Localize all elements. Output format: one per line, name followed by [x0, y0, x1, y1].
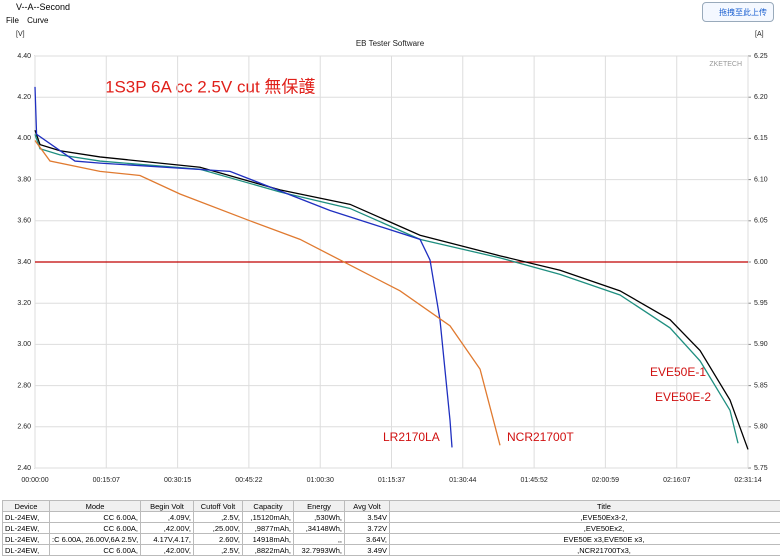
y2-tick-label: 5.75: [754, 465, 768, 472]
chart-title: EB Tester Software: [356, 39, 425, 48]
table-cell: 4.17V,4.17,: [140, 533, 194, 545]
table-cell: 3.64V,: [344, 533, 390, 545]
series-line: [34, 86, 453, 448]
series-label: EVE50E-2: [655, 390, 711, 404]
y2-tick-label: 6.25: [754, 53, 768, 60]
table-row[interactable]: DL-24EW, CC 6.00A, ,42.00V, ,25.00V, ,9877mA…: [2, 522, 780, 534]
y2-tick-label: 6.00: [754, 259, 768, 266]
table-row[interactable]: DL-24EW, CC 6.00A, ,4.09V, ,2.5V, ,15120mAh,…: [2, 511, 780, 523]
table-cell: 32.7993Wh,: [293, 544, 345, 556]
window-title: V--A--Second: [16, 2, 71, 12]
table-cell: DL-24EW,: [2, 533, 50, 545]
table-cell: ,2.5V,: [193, 544, 243, 556]
x-tick-label: 01:30:44: [449, 477, 476, 484]
y-tick-label: 4.20: [17, 94, 31, 101]
x-tick-label: 00:45:22: [235, 477, 262, 484]
table-cell: ,42.00V,: [140, 522, 194, 534]
y-tick-label: 2.80: [17, 382, 31, 389]
y-tick-label: 4.40: [17, 53, 31, 60]
chart: EB Tester Software 1S3P 6A cc 2.5V cut 無…: [16, 31, 768, 484]
table-cell: ,8822mAh,: [242, 544, 294, 556]
x-tick-label: 02:31:14: [734, 477, 761, 484]
y-tick-label: 2.40: [17, 465, 31, 472]
table-cell: 14918mAh,: [242, 533, 294, 545]
table-cell: ,NCR21700Tx3,: [389, 544, 780, 556]
x-tick-label: 00:30:15: [164, 477, 191, 484]
table-row[interactable]: DL-24EW, CC 6.00A, ,42.00V, ,2.5V, ,8822mAh,…: [2, 544, 780, 556]
annotation: 1S3P 6A cc 2.5V cut 無保護: [105, 77, 315, 96]
y2-tick-label: 6.10: [754, 176, 768, 183]
y2-tick-label: 5.95: [754, 300, 768, 307]
series-label: NCR21700T: [507, 430, 574, 444]
table-cell: ,,: [293, 533, 345, 545]
column-header: Energy: [293, 500, 345, 512]
y2-tick-label: 6.20: [754, 94, 768, 101]
table-cell: DL-24EW,: [2, 511, 50, 523]
series-label: LR2170LA: [383, 430, 440, 444]
table-cell: ,EVE50Ex2,: [389, 522, 780, 534]
y2-tick-label: 5.85: [754, 382, 768, 389]
x-tick-label: 02:16:07: [663, 477, 690, 484]
table-row[interactable]: DL-24EW,:C 6.00A, 26.00V,6A 2.5V, 4.17V,4…: [2, 533, 780, 545]
y-tick-label: 4.00: [17, 135, 31, 142]
column-header: Avg Volt: [344, 500, 390, 512]
x-tick-label: 00:15:07: [93, 477, 120, 484]
table-cell: DL-24EW,: [2, 522, 50, 534]
upload-button[interactable]: 拖拽至此上传: [702, 2, 774, 22]
table-cell: 2.60V,: [193, 533, 243, 545]
table-cell: CC 6.00A,: [49, 511, 141, 523]
x-tick-label: 00:00:00: [21, 477, 48, 484]
table-cell: 3.72V: [344, 522, 390, 534]
result-table: Device Mode Begin Volt Cutoff Volt Capacity E…: [2, 500, 780, 556]
y2-axis-label: [A]: [755, 31, 764, 38]
column-header: Capacity: [242, 500, 294, 512]
table-cell: ,25.00V,: [193, 522, 243, 534]
y2-tick-label: 6.15: [754, 135, 768, 142]
y2-tick-label: 5.80: [754, 424, 768, 431]
menu-item[interactable]: File: [6, 16, 19, 25]
y2-tick-label: 6.05: [754, 218, 768, 225]
column-header: Title: [389, 500, 780, 512]
table-cell: ,42.00V,: [140, 544, 194, 556]
table-cell: ,9877mAh,: [242, 522, 294, 534]
table-cell: ,530Wh,: [293, 511, 345, 523]
y-tick-label: 2.60: [17, 424, 31, 431]
x-tick-label: 02:00:59: [592, 477, 619, 484]
table-cell: ,2.5V,: [193, 511, 243, 523]
column-header: Device: [2, 500, 50, 512]
column-header: Begin Volt: [140, 500, 194, 512]
y-tick-label: 3.00: [17, 341, 31, 348]
table-cell: ,4.09V,: [140, 511, 194, 523]
series-line: [34, 140, 501, 446]
table-cell: DL-24EW,: [2, 544, 50, 556]
y-axis-label: [V]: [16, 31, 25, 38]
x-tick-label: 01:45:52: [520, 477, 547, 484]
x-tick-label: 01:15:37: [378, 477, 405, 484]
series-line: [34, 129, 749, 450]
y-tick-label: 3.80: [17, 176, 31, 183]
table-cell: CC 6.00A,: [49, 544, 141, 556]
y-tick-label: 3.40: [17, 259, 31, 266]
table-cell: ,34148Wh,: [293, 522, 345, 534]
x-tick-label: 01:00:30: [307, 477, 334, 484]
y-tick-label: 3.60: [17, 218, 31, 225]
column-header: Mode: [49, 500, 141, 512]
table-cell: 3.49V: [344, 544, 390, 556]
menu-item[interactable]: Curve: [27, 16, 49, 25]
series-label: EVE50E-1: [650, 365, 706, 379]
table-cell: CC 6.00A,: [49, 522, 141, 534]
column-header: Cutoff Volt: [193, 500, 243, 512]
table-cell: ,15120mAh,: [242, 511, 294, 523]
table-cell: ,EVE50Ex3-2,: [389, 511, 780, 523]
y2-tick-label: 5.90: [754, 341, 768, 348]
table-cell: :C 6.00A, 26.00V,6A 2.5V,: [49, 533, 141, 545]
watermark: ZKETECH: [709, 61, 742, 68]
table-cell: EVE50E x3,EVE50E x3,: [389, 533, 780, 545]
table-cell: 3.54V: [344, 511, 390, 523]
y-tick-label: 3.20: [17, 300, 31, 307]
menu-bar: File Curve: [0, 14, 780, 28]
